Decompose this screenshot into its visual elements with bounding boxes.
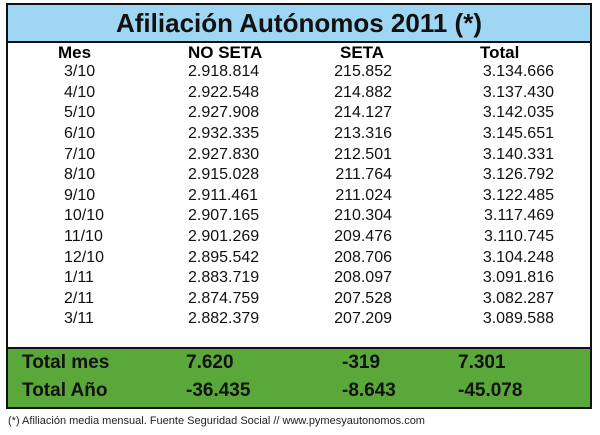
header-row: Mes NO SETA SETA Total <box>8 43 590 62</box>
cell-mes: 2/11 <box>64 289 94 307</box>
table-row: 3/10 2.918.814 215.852 3.134.666 <box>8 62 590 83</box>
cell-noseta: 2.932.335 <box>188 125 260 143</box>
cell-seta: 208.706 <box>334 248 392 266</box>
cell-seta: 214.882 <box>334 83 392 101</box>
cell-noseta: 2.895.542 <box>188 248 260 266</box>
cell-total: 3.145.651 <box>482 125 554 143</box>
header-seta: SETA <box>340 43 385 62</box>
cell-seta: 212.501 <box>334 145 392 163</box>
cell-seta: 211.764 <box>335 166 392 184</box>
table-row: 9/10 2.911.461 211.024 3.122.485 <box>8 186 590 207</box>
cell-noseta: 2.882.379 <box>188 310 260 328</box>
table-row: 4/10 2.922.548 214.882 3.137.430 <box>8 83 590 104</box>
cell-total: 3.089.588 <box>482 310 554 328</box>
cell-seta: 207.528 <box>334 289 392 307</box>
cell-mes: 6/10 <box>64 125 96 143</box>
cell-noseta: 2.922.548 <box>188 83 260 101</box>
cell-total: 3.126.792 <box>482 166 554 184</box>
cell-mes: 1/11 <box>64 269 94 287</box>
cell-mes: 8/10 <box>64 166 96 184</box>
summary-noseta: 7.620 <box>186 352 234 373</box>
cell-noseta: 2.874.759 <box>188 289 260 307</box>
cell-mes: 7/10 <box>64 145 96 163</box>
cell-total: 3.140.331 <box>482 145 554 163</box>
cell-noseta: 2.927.908 <box>188 104 260 122</box>
cell-seta: 215.852 <box>334 63 392 81</box>
cell-mes: 5/10 <box>64 104 96 122</box>
data-table-frame: Afiliación Autónomos 2011 (*) Mes NO SET… <box>6 3 592 409</box>
cell-seta: 210.304 <box>334 207 392 225</box>
cell-total: 3.117.469 <box>484 207 554 225</box>
cell-total: 3.104.248 <box>482 248 554 266</box>
header-mes: Mes <box>58 43 92 62</box>
cell-noseta: 2.883.719 <box>188 269 260 287</box>
monthly-table: Mes NO SETA SETA Total 3/10 2.918.814 215.… <box>8 43 590 330</box>
cell-noseta: 2.911.461 <box>188 186 258 204</box>
cell-noseta: 2.907.165 <box>188 207 260 225</box>
cell-seta: 213.316 <box>334 125 392 143</box>
summary-noseta: -36.435 <box>186 380 251 401</box>
table-row: 11/10 2.901.269 209.476 3.110.745 <box>8 227 590 248</box>
cell-noseta: 2.915.028 <box>188 166 260 184</box>
summary-row: Total mes 7.620 -319 7.301 <box>8 349 590 377</box>
cell-seta: 207.209 <box>334 310 392 328</box>
cell-total: 3.122.485 <box>482 186 554 204</box>
table-row: 7/10 2.927.830 212.501 3.140.331 <box>8 144 590 165</box>
table-row: 6/10 2.932.335 213.316 3.145.651 <box>8 124 590 145</box>
cell-mes: 11/10 <box>64 228 103 246</box>
cell-noseta: 2.918.814 <box>188 63 260 81</box>
summary-seta: -8.643 <box>342 380 396 401</box>
cell-noseta: 2.901.269 <box>188 228 260 246</box>
cell-seta: 214.127 <box>334 104 392 122</box>
table-row: 12/10 2.895.542 208.706 3.104.248 <box>8 247 590 268</box>
cell-seta: 211.024 <box>335 186 392 204</box>
summary-seta: -319 <box>342 352 381 373</box>
cell-mes: 10/10 <box>64 207 105 225</box>
table-title: Afiliación Autónomos 2011 (*) <box>8 5 590 43</box>
cell-seta: 209.476 <box>334 228 392 246</box>
cell-total: 3.142.035 <box>482 104 554 122</box>
header-noseta: NO SETA <box>188 43 263 62</box>
table-row: 1/11 2.883.719 208.097 3.091.816 <box>8 268 590 289</box>
footnote: (*) Afiliación media mensual. Fuente Seg… <box>8 415 425 427</box>
table-row: 5/10 2.927.908 214.127 3.142.035 <box>8 103 590 124</box>
cell-noseta: 2.927.830 <box>188 145 260 163</box>
cell-seta: 208.097 <box>334 269 392 287</box>
summary-label: Total mes <box>22 352 110 373</box>
table-row: 2/11 2.874.759 207.528 3.082.287 <box>8 289 590 310</box>
summary-band: Total mes 7.620 -319 7.301 Total Año -36.435 -… <box>8 347 590 407</box>
table-row: 8/10 2.915.028 211.764 3.126.792 <box>8 165 590 186</box>
cell-mes: 9/10 <box>64 186 96 204</box>
table-row: 3/11 2.882.379 207.209 3.089.588 <box>8 309 590 330</box>
cell-mes: 3/11 <box>64 310 94 328</box>
cell-mes: 3/10 <box>64 63 96 81</box>
summary-row: Total Año -36.435 -8.643 -45.078 <box>8 377 590 405</box>
table-row: 10/10 2.907.165 210.304 3.117.469 <box>8 206 590 227</box>
summary-total: 7.301 <box>458 352 506 373</box>
cell-mes: 12/10 <box>64 248 105 266</box>
cell-total: 3.134.666 <box>482 63 554 81</box>
cell-total: 3.137.430 <box>482 83 554 101</box>
cell-mes: 4/10 <box>64 83 96 101</box>
cell-total: 3.091.816 <box>482 269 554 287</box>
cell-total: 3.082.287 <box>482 289 554 307</box>
cell-total: 3.110.745 <box>484 228 554 246</box>
header-total: Total <box>480 43 520 62</box>
summary-label: Total Año <box>22 380 108 401</box>
summary-total: -45.078 <box>458 380 523 401</box>
